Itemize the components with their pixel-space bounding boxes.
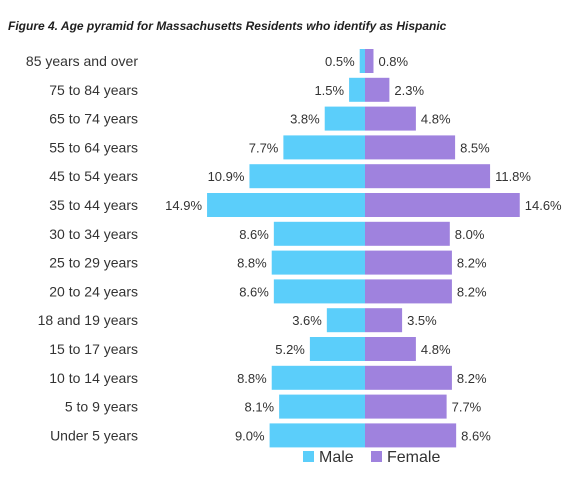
male-value-label: 7.7%: [249, 140, 279, 155]
category-label: 45 to 54 years: [49, 168, 138, 184]
category-label: 65 to 74 years: [49, 111, 138, 127]
male-value-label: 5.2%: [275, 342, 305, 357]
male-bar: [279, 394, 365, 419]
female-bar: [365, 193, 520, 217]
female-bar: [365, 308, 403, 333]
male-value-label: 9.0%: [235, 428, 265, 443]
female-value-label: 2.3%: [394, 83, 424, 98]
female-value-label: 8.6%: [461, 428, 491, 443]
male-bar: [271, 250, 365, 275]
category-label: 30 to 34 years: [49, 226, 138, 242]
male-value-label: 8.6%: [239, 284, 269, 299]
male-bar: [309, 337, 365, 361]
female-bar: [365, 135, 456, 160]
legend-swatch-female: [371, 451, 382, 462]
category-label: 35 to 44 years: [49, 197, 138, 213]
category-label: 15 to 17 years: [49, 341, 138, 357]
category-label: 20 to 24 years: [49, 283, 138, 299]
category-label: 85 years and over: [26, 53, 138, 69]
male-bar: [359, 49, 365, 73]
category-label: 10 to 14 years: [49, 370, 138, 386]
male-bar: [283, 135, 365, 160]
legend-label-male: Male: [319, 449, 354, 466]
male-value-label: 14.9%: [165, 198, 202, 213]
male-value-label: 10.9%: [208, 169, 245, 184]
female-bar: [365, 365, 452, 390]
male-value-label: 8.1%: [244, 400, 274, 415]
female-value-label: 14.6%: [525, 198, 562, 213]
male-bar: [326, 308, 365, 333]
male-bar: [324, 106, 365, 131]
value-labels: 0.5% 0.8% 1.5% 2.3% 3.8% 4.8% 7.7% 8.5% 10.9% 11.…: [165, 54, 562, 443]
female-value-label: 11.8%: [495, 169, 531, 184]
category-label: Under 5 years: [50, 427, 138, 443]
female-bar: [365, 250, 452, 275]
category-label: 25 to 29 years: [49, 255, 138, 271]
female-value-label: 8.0%: [455, 227, 485, 242]
male-bar: [273, 221, 365, 246]
category-label: 18 and 19 years: [38, 312, 138, 328]
category-label: 55 to 64 years: [49, 139, 138, 155]
female-value-label: 4.8%: [421, 112, 451, 127]
male-bar: [273, 279, 365, 304]
female-value-label: 8.2%: [457, 284, 487, 299]
female-value-label: 7.7%: [452, 400, 482, 415]
female-bar: [365, 164, 491, 189]
male-value-label: 8.8%: [237, 371, 267, 386]
female-bar: [365, 337, 416, 361]
female-value-label: 8.2%: [457, 371, 487, 386]
female-bar: [365, 77, 390, 102]
category-labels: 85 years and over 75 to 84 years 65 to 74 …: [26, 53, 138, 443]
female-bar: [365, 49, 374, 73]
female-value-label: 8.2%: [457, 256, 487, 271]
female-bar: [365, 279, 452, 304]
legend: Male Female: [303, 449, 440, 466]
female-bar: [365, 423, 457, 448]
category-label: 75 to 84 years: [49, 82, 138, 98]
male-bar: [349, 77, 365, 102]
bars: [207, 49, 520, 448]
chart-title: Figure 4. Age pyramid for Massachusetts …: [8, 19, 447, 33]
male-bar: [271, 365, 365, 390]
female-value-label: 8.5%: [460, 140, 490, 155]
female-bar: [365, 221, 450, 246]
female-value-label: 0.8%: [378, 54, 408, 69]
male-bar: [269, 423, 365, 448]
female-value-label: 4.8%: [421, 342, 451, 357]
male-value-label: 8.8%: [237, 256, 267, 271]
male-value-label: 3.6%: [292, 313, 322, 328]
male-value-label: 0.5%: [325, 54, 355, 69]
female-bar: [365, 394, 447, 419]
male-value-label: 3.8%: [290, 112, 320, 127]
male-value-label: 1.5%: [314, 83, 344, 98]
category-label: 5 to 9 years: [65, 399, 138, 415]
male-bar: [207, 193, 365, 217]
legend-label-female: Female: [387, 449, 440, 466]
legend-swatch-male: [303, 451, 314, 462]
female-bar: [365, 106, 416, 131]
female-value-label: 3.5%: [407, 313, 437, 328]
male-value-label: 8.6%: [239, 227, 269, 242]
male-bar: [249, 164, 365, 189]
